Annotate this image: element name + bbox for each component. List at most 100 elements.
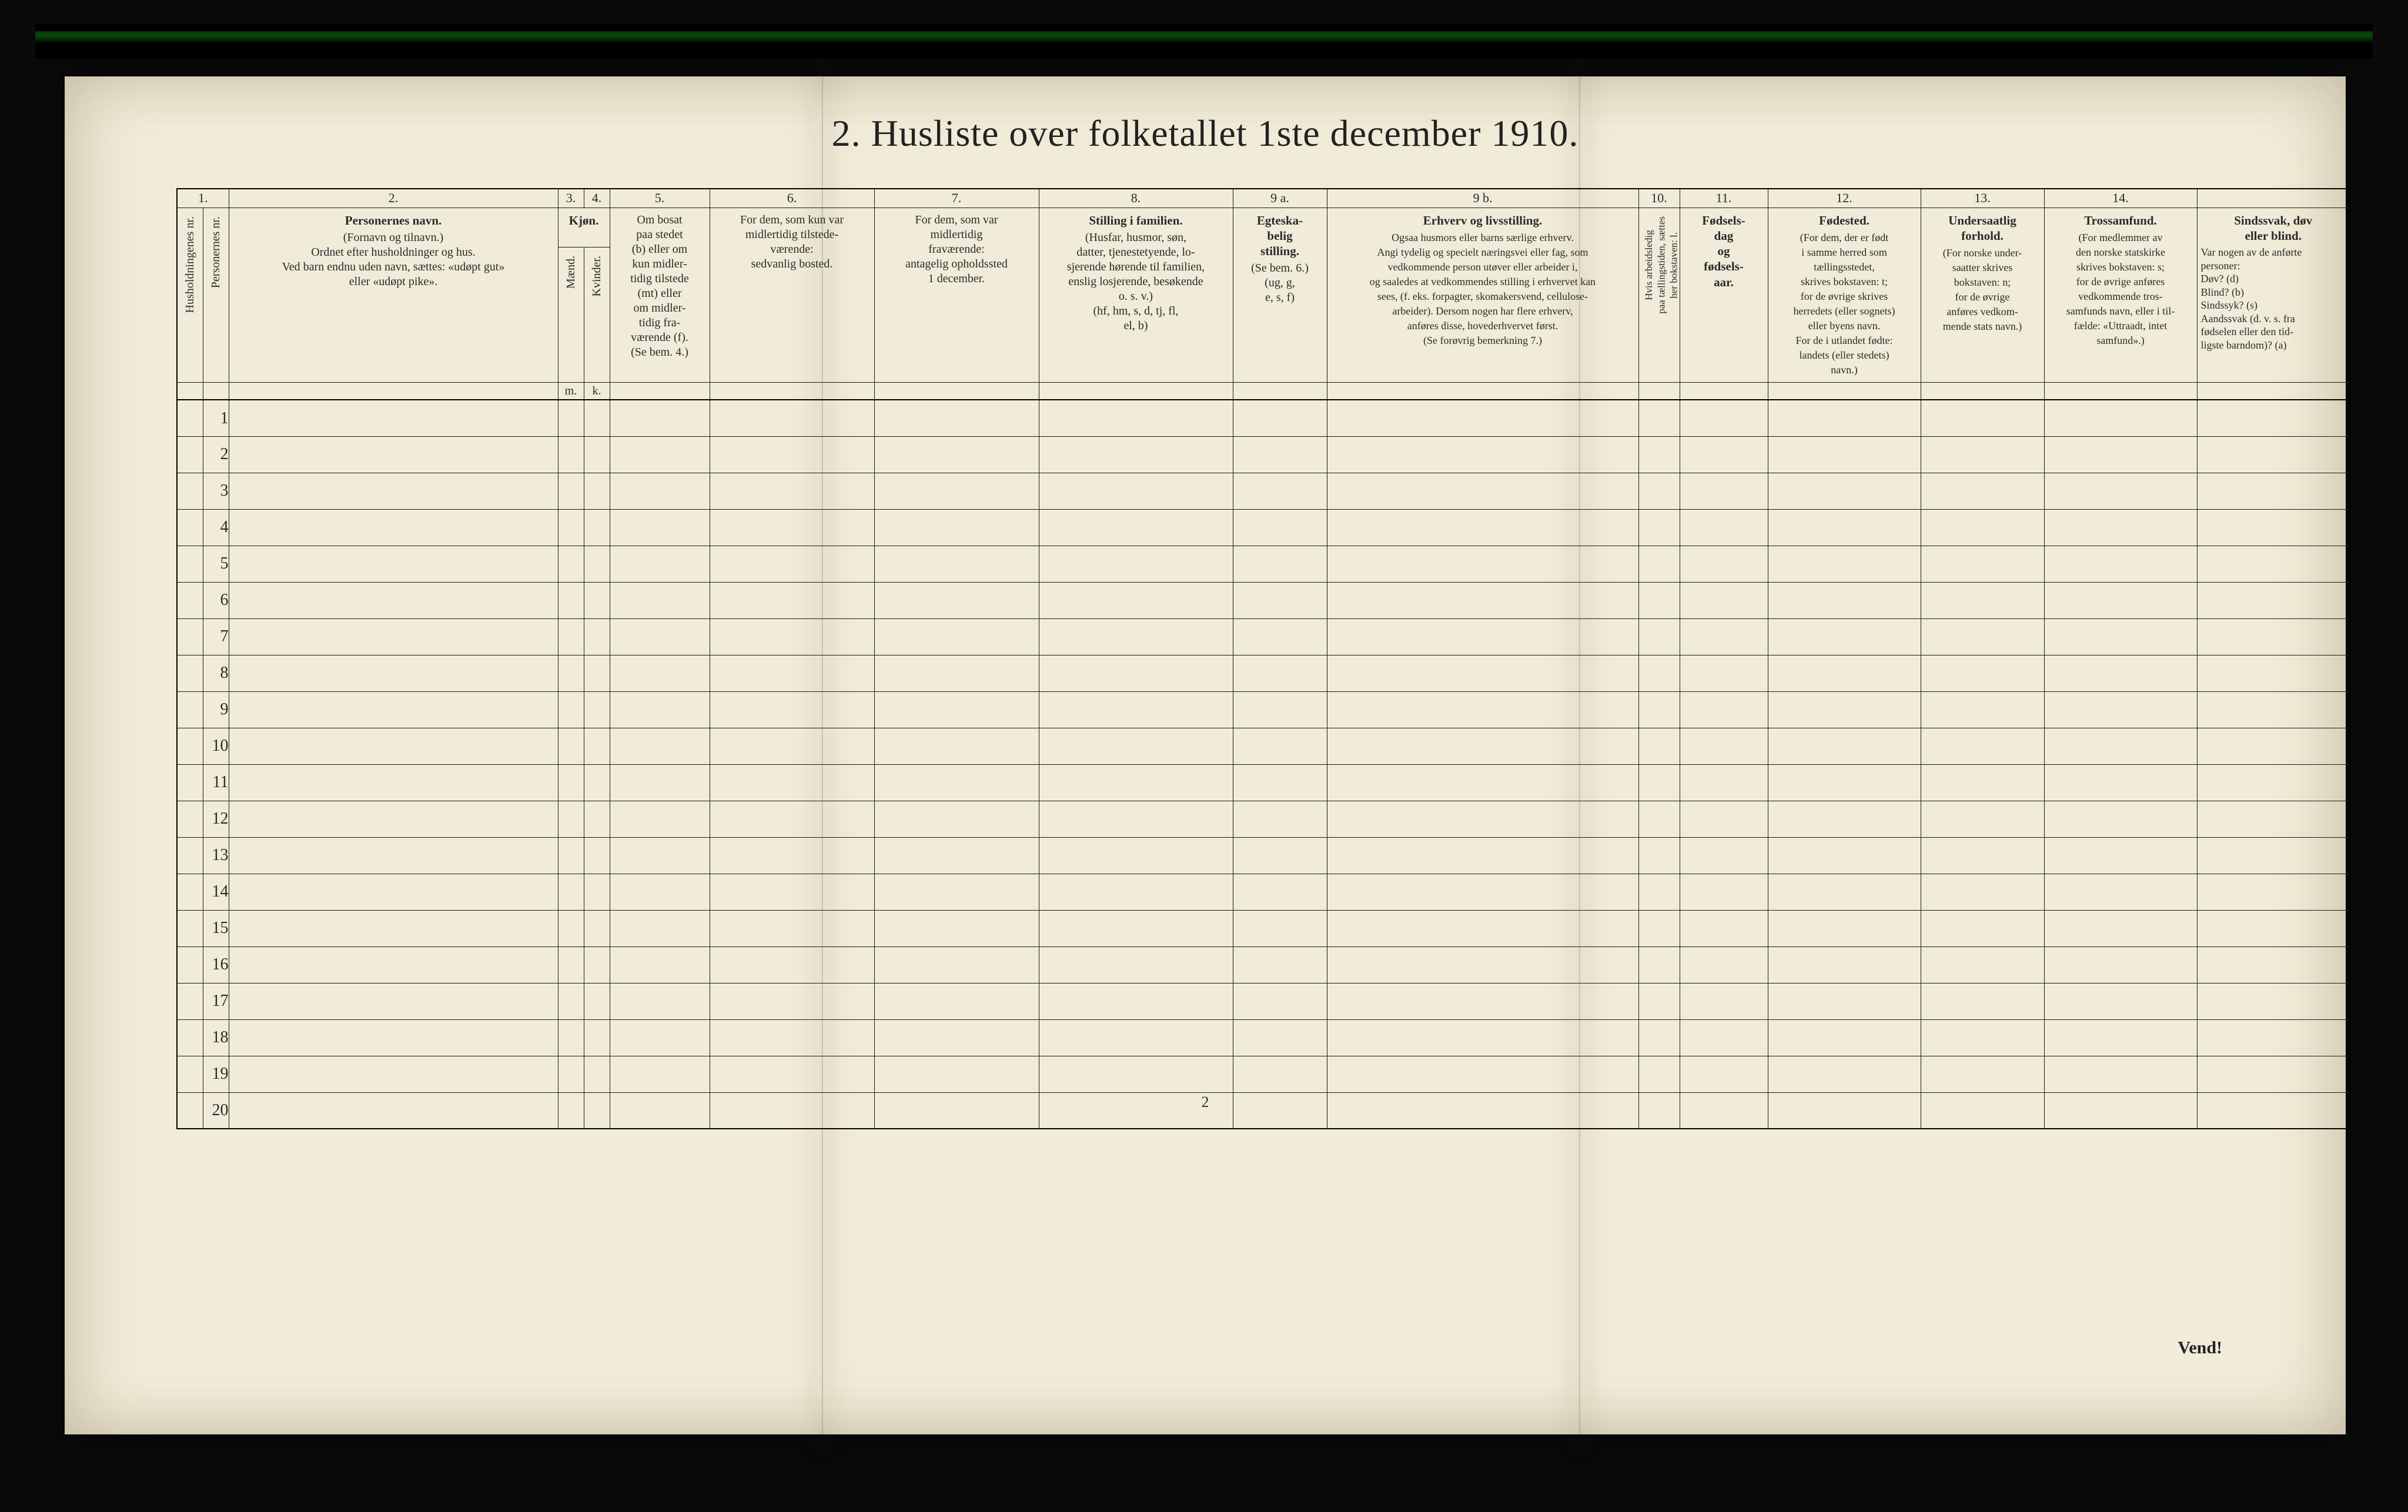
empty-cell <box>710 691 874 728</box>
empty-cell <box>584 473 610 509</box>
empty-cell <box>1327 764 1638 801</box>
empty-cell <box>584 691 610 728</box>
empty-cell <box>558 764 584 801</box>
empty-cell <box>1327 728 1638 764</box>
empty-cell <box>584 655 610 691</box>
hdr-person-name: Personernes navn. (Fornavn og tilnavn.) … <box>229 208 558 382</box>
empty-cell <box>874 473 1039 509</box>
empty-cell <box>177 618 203 655</box>
empty-cell <box>1233 764 1327 801</box>
table-row: 17 <box>177 983 2350 1019</box>
empty-cell <box>1768 983 1921 1019</box>
empty-cell <box>1680 436 1768 473</box>
empty-cell <box>1638 946 1680 983</box>
empty-cell <box>1680 764 1768 801</box>
empty-cell <box>1638 910 1680 946</box>
empty-cell <box>2197 1056 2350 1092</box>
empty-cell <box>1921 400 2044 436</box>
empty-cell <box>558 1056 584 1092</box>
hdr-unemployed-label: Hvis arbeidsledig paa tællingstiden, sæt… <box>1643 213 1680 317</box>
empty-cell <box>1921 874 2044 910</box>
empty-cell <box>1039 400 1233 436</box>
empty-cell <box>2044 910 2197 946</box>
empty-cell <box>2044 400 2197 436</box>
empty-cell <box>710 983 874 1019</box>
empty-cell <box>177 1056 203 1092</box>
empty-cell <box>610 400 710 436</box>
empty-cell <box>1921 946 2044 983</box>
empty-cell <box>584 582 610 618</box>
header-mk-row: m. k. <box>177 382 2350 400</box>
empty-cell <box>229 546 558 582</box>
empty-cell <box>584 436 610 473</box>
empty-cell <box>1768 764 1921 801</box>
empty-cell <box>1327 874 1638 910</box>
empty-cell <box>2044 691 2197 728</box>
empty-cell <box>584 618 610 655</box>
empty-cell <box>1233 874 1327 910</box>
table-row: 13 <box>177 837 2350 874</box>
empty-cell <box>2197 764 2350 801</box>
empty-cell <box>1768 509 1921 546</box>
table-row: 9 <box>177 691 2350 728</box>
empty-cell <box>584 400 610 436</box>
empty-cell <box>2197 910 2350 946</box>
empty-cell <box>1921 910 2044 946</box>
row-number-cell: 14 <box>203 874 229 910</box>
empty-cell <box>1233 655 1327 691</box>
empty-cell <box>2197 582 2350 618</box>
vend-label: Vend! <box>2178 1338 2222 1358</box>
empty-cell <box>584 764 610 801</box>
empty-cell <box>1327 436 1638 473</box>
colnum-6: 6. <box>710 189 874 208</box>
empty-cell <box>229 691 558 728</box>
empty-cell <box>1039 436 1233 473</box>
empty-cell <box>1921 691 2044 728</box>
colnum-12: 13. <box>1921 189 2044 208</box>
empty-cell <box>1039 546 1233 582</box>
hdr-occupation-title: Erhverv og livsstilling. <box>1331 213 1635 228</box>
empty-cell <box>610 691 710 728</box>
hdr-birthdate-title: Fødsels- dag og fødsels- aar. <box>1684 213 1764 290</box>
empty-cell <box>177 801 203 837</box>
empty-cell <box>1327 837 1638 874</box>
empty-cell <box>177 764 203 801</box>
hdr-religion-title: Trossamfund. <box>2048 213 2193 228</box>
empty-cell <box>229 764 558 801</box>
mk-m: m. <box>558 382 584 400</box>
hdr-religion-sub: (For medlemmer av den norske statskirke … <box>2066 232 2175 346</box>
empty-cell <box>229 728 558 764</box>
empty-cell <box>1768 618 1921 655</box>
empty-cell <box>1638 546 1680 582</box>
empty-cell <box>1233 837 1327 874</box>
colnum-2: 2. <box>229 189 558 208</box>
table-row: 3 <box>177 473 2350 509</box>
table-row: 11 <box>177 764 2350 801</box>
empty-cell <box>177 874 203 910</box>
empty-cell <box>229 946 558 983</box>
hdr-family-position-sub: (Husfar, husmor, søn, datter, tjenestety… <box>1067 231 1205 332</box>
empty-cell <box>1680 1019 1768 1056</box>
empty-cell <box>1233 473 1327 509</box>
empty-cell <box>584 874 610 910</box>
empty-cell <box>2044 509 2197 546</box>
table-row: 10 <box>177 728 2350 764</box>
row-number-cell: 12 <box>203 801 229 837</box>
hdr-marital-title: Egteska- belig stilling. <box>1237 213 1323 259</box>
empty-cell <box>2197 546 2350 582</box>
empty-cell <box>1039 618 1233 655</box>
empty-cell <box>558 655 584 691</box>
colnum-14 <box>2197 189 2350 208</box>
empty-cell <box>1039 1056 1233 1092</box>
empty-cell <box>1039 910 1233 946</box>
empty-cell <box>874 509 1039 546</box>
empty-cell <box>874 910 1039 946</box>
hdr-sex-female-label: Kvinder. <box>590 252 604 300</box>
empty-cell <box>1768 546 1921 582</box>
empty-cell <box>1638 473 1680 509</box>
empty-cell <box>1768 801 1921 837</box>
mk-blank-10 <box>1680 382 1768 400</box>
empty-cell <box>1768 910 1921 946</box>
empty-cell <box>1039 473 1233 509</box>
empty-cell <box>558 837 584 874</box>
